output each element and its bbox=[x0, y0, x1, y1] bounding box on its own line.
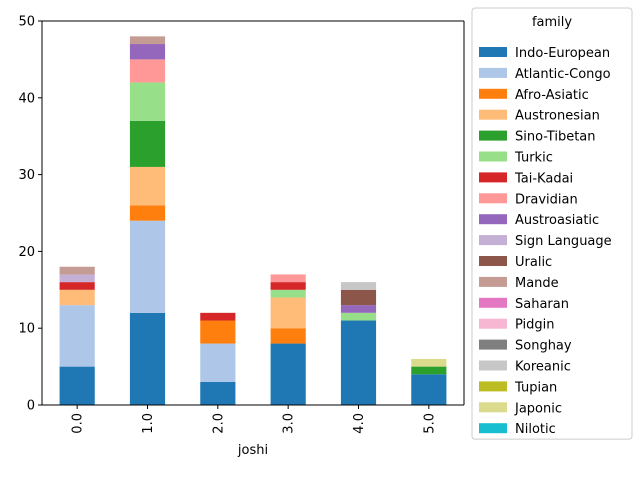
x-axis-label: joshi bbox=[237, 443, 268, 458]
bar-sino-tibetan-5-0 bbox=[411, 366, 447, 375]
legend-swatch bbox=[479, 256, 507, 266]
x-tick-label: 4.0 bbox=[352, 413, 367, 434]
legend-label: Tai-Kadai bbox=[514, 171, 573, 186]
bar-turkic-1-0 bbox=[129, 82, 166, 121]
bar-afro-asiatic-1-0 bbox=[129, 205, 166, 221]
legend-swatch bbox=[479, 276, 507, 287]
bar-turkic-4-0 bbox=[340, 312, 377, 321]
legend-label: Tupian bbox=[514, 380, 557, 395]
bar-austronesian-0-0 bbox=[59, 289, 95, 306]
legend-swatch bbox=[479, 360, 507, 371]
legend-swatch bbox=[479, 297, 507, 308]
legend-swatch bbox=[479, 235, 507, 246]
legend-swatch bbox=[479, 402, 507, 413]
bar-atlantic-congo-0-0 bbox=[59, 305, 95, 367]
legend-label: Koreanic bbox=[515, 360, 571, 375]
x-tick-label: 0.0 bbox=[71, 413, 86, 434]
bar-afro-asiatic-3-0 bbox=[270, 328, 306, 344]
bar-tai-kadai-2-0 bbox=[200, 312, 236, 321]
legend-label: Atlantic-Congo bbox=[515, 67, 611, 82]
bar-dravidian-1-0 bbox=[129, 59, 166, 83]
bar-tai-kadai-3-0 bbox=[270, 282, 306, 290]
legend-swatch bbox=[479, 172, 507, 183]
legend-swatch bbox=[479, 423, 507, 434]
legend-swatch bbox=[479, 193, 507, 204]
x-tick-label: 2.0 bbox=[211, 413, 226, 434]
legend-swatch bbox=[479, 47, 507, 57]
legend-swatch bbox=[479, 151, 507, 162]
bar-dravidian-3-0 bbox=[270, 274, 306, 283]
bar-afro-asiatic-2-0 bbox=[200, 320, 236, 344]
legend-label: Songhay bbox=[515, 339, 572, 354]
axes-layer: 0 10 20 30 40 50 0.0 1.0 2.0 3.0 4.0 5.0 bbox=[18, 15, 465, 434]
legend-swatch bbox=[479, 339, 507, 350]
legend-label: Austroasiatic bbox=[515, 213, 599, 228]
x-tick-label: 1.0 bbox=[141, 413, 156, 434]
legend-label: Saharan bbox=[515, 297, 569, 312]
bar-uralic-4-0 bbox=[340, 289, 377, 306]
legend-label: Nilotic bbox=[515, 422, 556, 437]
legend: family Indo-European Atlantic-Congo Afro-A… bbox=[471, 7, 633, 440]
bar-indo-european-3-0 bbox=[270, 343, 306, 405]
bar-indo-european-2-0 bbox=[200, 381, 236, 405]
bar-indo-european-0-0 bbox=[59, 366, 95, 405]
legend-items: Indo-European Atlantic-Congo Afro-Asiatic A… bbox=[479, 46, 612, 437]
bar-indo-european-1-0 bbox=[129, 312, 166, 405]
legend-swatch bbox=[479, 67, 507, 78]
bar-austronesian-1-0 bbox=[129, 166, 166, 206]
bar-indo-european-5-0 bbox=[411, 374, 447, 405]
legend-label: Japonic bbox=[514, 401, 562, 416]
bar-sino-tibetan-1-0 bbox=[129, 120, 166, 167]
bar-turkic-3-0 bbox=[270, 289, 306, 298]
bar-tai-kadai-0-0 bbox=[59, 282, 95, 290]
legend-frame bbox=[471, 7, 633, 440]
bar-austroasiatic-4-0 bbox=[340, 305, 377, 313]
legend-label: Sign Language bbox=[515, 234, 612, 249]
legend-label: Pidgin bbox=[515, 318, 555, 333]
bar-atlantic-congo-1-0 bbox=[129, 220, 166, 313]
bar-atlantic-congo-2-0 bbox=[200, 343, 236, 382]
legend-label: Dravidian bbox=[515, 192, 578, 207]
bar-mande-0-0 bbox=[59, 266, 95, 275]
legend-label: Indo-European bbox=[515, 46, 610, 61]
bars-layer bbox=[59, 36, 447, 405]
legend-label: Uralic bbox=[515, 255, 552, 270]
legend-label: Austronesian bbox=[515, 109, 600, 124]
legend-swatch bbox=[479, 214, 507, 225]
legend-label: Sino-Tibetan bbox=[515, 130, 596, 145]
legend-swatch bbox=[479, 318, 507, 329]
y-tick-label: 0 bbox=[27, 399, 35, 414]
legend-swatch bbox=[479, 109, 507, 120]
y-tick-label: 10 bbox=[18, 322, 35, 337]
x-tick-label: 5.0 bbox=[422, 413, 437, 434]
bar-indo-european-4-0 bbox=[340, 320, 377, 405]
bar-austroasiatic-1-0 bbox=[129, 44, 166, 60]
bar-koreanic-4-0 bbox=[340, 282, 377, 290]
bar-mande-1-0 bbox=[129, 36, 166, 45]
legend-swatch bbox=[479, 130, 507, 141]
legend-label: Turkic bbox=[514, 151, 553, 166]
y-tick-label: 20 bbox=[18, 245, 35, 260]
bar-austronesian-3-0 bbox=[270, 297, 306, 329]
legend-label: Afro-Asiatic bbox=[515, 88, 589, 103]
legend-label: Mande bbox=[515, 276, 559, 291]
bar-japonic-5-0 bbox=[411, 358, 447, 367]
legend-title: family bbox=[532, 15, 572, 30]
x-tick-label: 3.0 bbox=[282, 413, 297, 434]
y-tick-label: 30 bbox=[18, 168, 35, 183]
y-tick-label: 50 bbox=[18, 15, 35, 30]
legend-swatch bbox=[479, 381, 507, 392]
y-tick-label: 40 bbox=[18, 91, 35, 106]
bar-sign-language-0-0 bbox=[59, 274, 95, 283]
legend-swatch bbox=[479, 88, 507, 99]
